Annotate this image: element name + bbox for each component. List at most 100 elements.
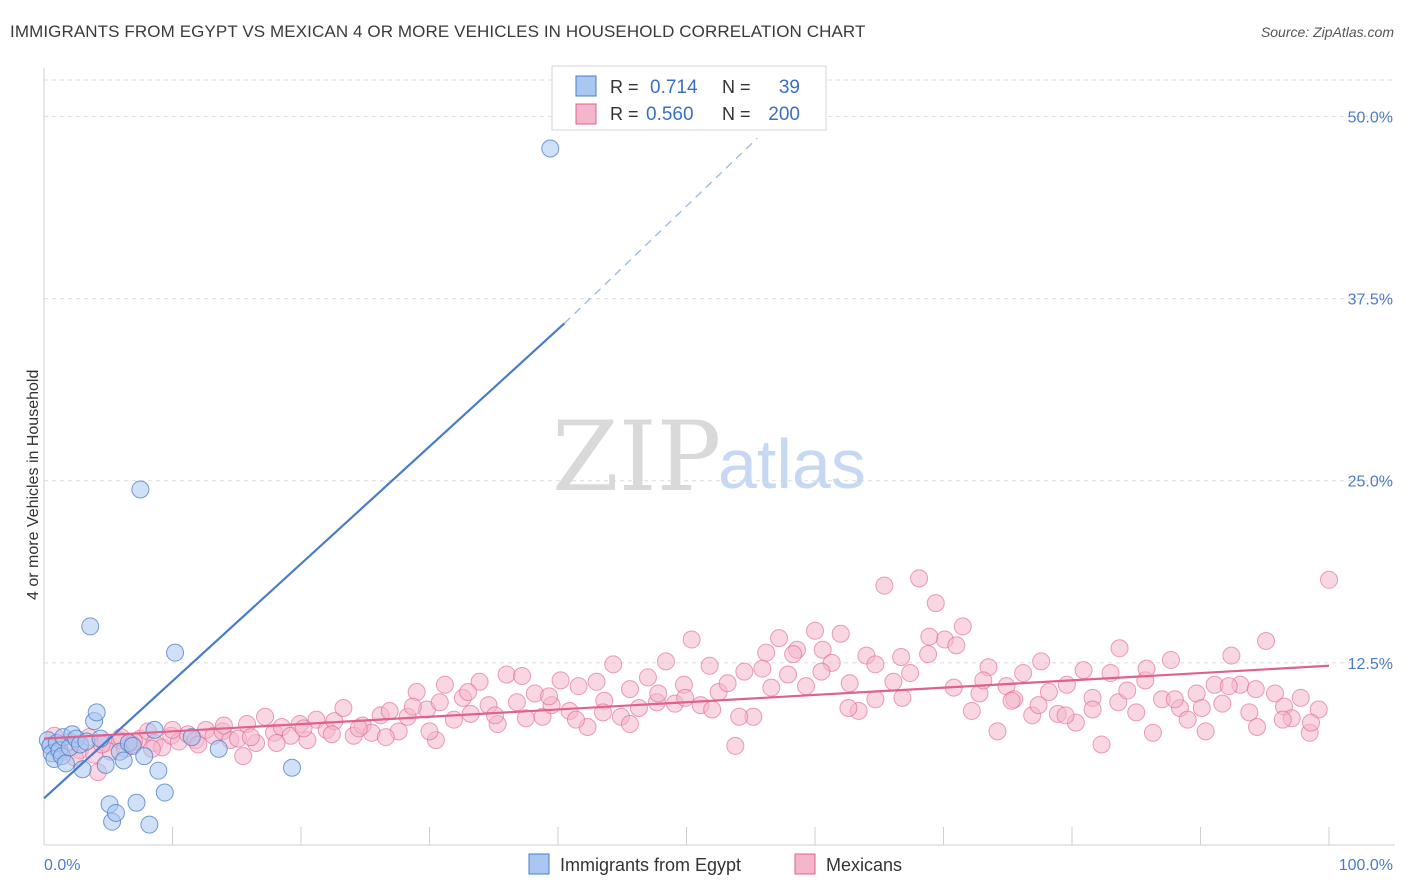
mexicans-point-115 xyxy=(1032,652,1051,671)
mexicans-point-130 xyxy=(1161,650,1180,669)
mexicans-point-157 xyxy=(214,716,233,735)
egypt-point-17 xyxy=(87,703,106,722)
mexicans-point-188 xyxy=(1056,706,1075,725)
mexicans-point-148 xyxy=(1320,570,1338,589)
egypt-point-32 xyxy=(149,761,168,780)
mexicans-point-169 xyxy=(540,687,559,706)
mexicans-point-99 xyxy=(892,648,911,667)
axes xyxy=(43,68,1395,846)
bottom-legend-label-egypt: Immigrants from Egypt xyxy=(560,855,741,875)
egypt-point-27 xyxy=(127,793,146,812)
mexicans-point-92 xyxy=(831,624,850,643)
legend-n-label-egypt: N = xyxy=(722,77,751,97)
mexicans-point-142 xyxy=(1266,684,1285,703)
mexicans-point-93 xyxy=(840,674,859,693)
chart-title: IMMIGRANTS FROM EGYPT VS MEXICAN 4 OR MO… xyxy=(10,22,866,41)
mexicans-point-68 xyxy=(620,680,639,699)
mexicans-point-178 xyxy=(784,645,803,664)
mexicans-point-195 xyxy=(1246,680,1265,699)
mexicans-point-116 xyxy=(1039,683,1058,701)
mexicans-point-198 xyxy=(420,722,439,741)
mexicans-point-182 xyxy=(893,688,912,707)
mexicans-point-170 xyxy=(566,710,585,729)
mexicans-point-107 xyxy=(962,701,981,720)
mexicans-point-167 xyxy=(486,706,505,725)
mexicans-point-54 xyxy=(497,665,516,684)
legend-n-value-mexicans: 200 xyxy=(768,104,800,125)
egypt-point-33 xyxy=(155,783,174,802)
series-legend: Immigrants from Egypt Mexicans xyxy=(528,853,902,875)
legend-n-label-mexicans: N = xyxy=(722,104,751,124)
mexicans-point-81 xyxy=(735,662,754,681)
mexicans-point-177 xyxy=(757,643,776,662)
mexicans-point-70 xyxy=(638,668,657,687)
y-tick-label-1: 25.0% xyxy=(1348,474,1393,491)
egypt-point-8 xyxy=(56,754,75,773)
watermark: ZIP atlas xyxy=(552,401,866,513)
watermark-atlas: atlas xyxy=(718,425,866,503)
mexicans-point-90 xyxy=(813,640,832,659)
trend-lines xyxy=(43,137,1330,800)
correlation-legend: R = 0.714 N = 39 R = 0.560 N = 200 xyxy=(551,65,827,131)
legend-n-value-egypt: 39 xyxy=(779,77,800,98)
mexicans-point-64 xyxy=(587,672,606,691)
mexicans-point-159 xyxy=(267,734,286,752)
mexicans-point-134 xyxy=(1196,722,1215,741)
legend-swatch-mexicans xyxy=(575,103,597,125)
legend-r-value-mexicans: 0.560 xyxy=(646,104,694,125)
mexicans-point-196 xyxy=(1273,710,1292,729)
egypt-point-13 xyxy=(73,760,92,779)
egypt-point-30 xyxy=(140,815,159,834)
watermark-zip: ZIP xyxy=(552,401,721,513)
mexicans-point-180 xyxy=(839,699,858,718)
mexicans-point-62 xyxy=(569,677,588,696)
mexicans-point-113 xyxy=(1014,664,1033,683)
egypt-points xyxy=(38,139,560,834)
mexicans-point-110 xyxy=(988,722,1007,741)
mexicans-point-136 xyxy=(1213,694,1232,713)
mexicans-point-86 xyxy=(779,665,798,684)
bottom-legend-label-mexicans: Mexicans xyxy=(826,855,902,875)
mexicans-point-184 xyxy=(947,636,966,655)
mexicans-point-161 xyxy=(322,725,341,744)
mexicans-point-197 xyxy=(1302,713,1321,732)
bottom-legend-swatch-mexicans xyxy=(794,853,816,875)
mexicans-point-145 xyxy=(1291,688,1310,707)
mexicans-point-106 xyxy=(953,617,972,636)
mexicans-trend-line xyxy=(43,664,1330,740)
mexicans-point-165 xyxy=(430,693,449,712)
mexicans-point-140 xyxy=(1248,717,1267,736)
mexicans-point-163 xyxy=(376,728,395,747)
mexicans-point-77 xyxy=(700,656,719,675)
egypt-point-31 xyxy=(145,720,164,739)
mexicans-point-69 xyxy=(629,699,648,718)
mexicans-point-41 xyxy=(380,701,399,720)
mexicans-point-100 xyxy=(901,664,920,683)
mexicans-point-122 xyxy=(1092,735,1111,754)
mexicans-point-72 xyxy=(656,652,675,671)
egypt-point-28 xyxy=(131,480,150,499)
mexicans-point-83 xyxy=(753,659,772,678)
egypt-point-36 xyxy=(209,739,228,758)
egypt-point-29 xyxy=(135,747,154,766)
mexicans-point-102 xyxy=(919,645,938,664)
mexicans-point-172 xyxy=(620,715,639,734)
egypt-point-35 xyxy=(182,728,201,747)
y-tick-label-0: 12.5% xyxy=(1348,656,1393,673)
x-tick-label-0: 0.0% xyxy=(44,857,80,874)
legend-r-label-mexicans: R = xyxy=(610,104,639,124)
legend-swatch-egypt xyxy=(575,75,597,97)
egypt-point-38 xyxy=(541,139,560,158)
mexicans-point-88 xyxy=(797,677,816,696)
mexicans-point-118 xyxy=(1057,675,1076,694)
mexicans-point-175 xyxy=(703,700,722,719)
y-tick-labels: 12.5% 25.0% 37.5% 50.0% xyxy=(1348,109,1393,672)
egypt-point-18 xyxy=(91,729,110,748)
source-credit: Source: ZipAtlas.com xyxy=(1260,24,1394,40)
mexicans-point-189 xyxy=(1083,700,1102,719)
mexicans-point-174 xyxy=(676,688,695,707)
mexicans-point-120 xyxy=(1074,661,1093,680)
mexicans-point-55 xyxy=(507,693,526,712)
mexicans-point-191 xyxy=(1137,659,1156,678)
